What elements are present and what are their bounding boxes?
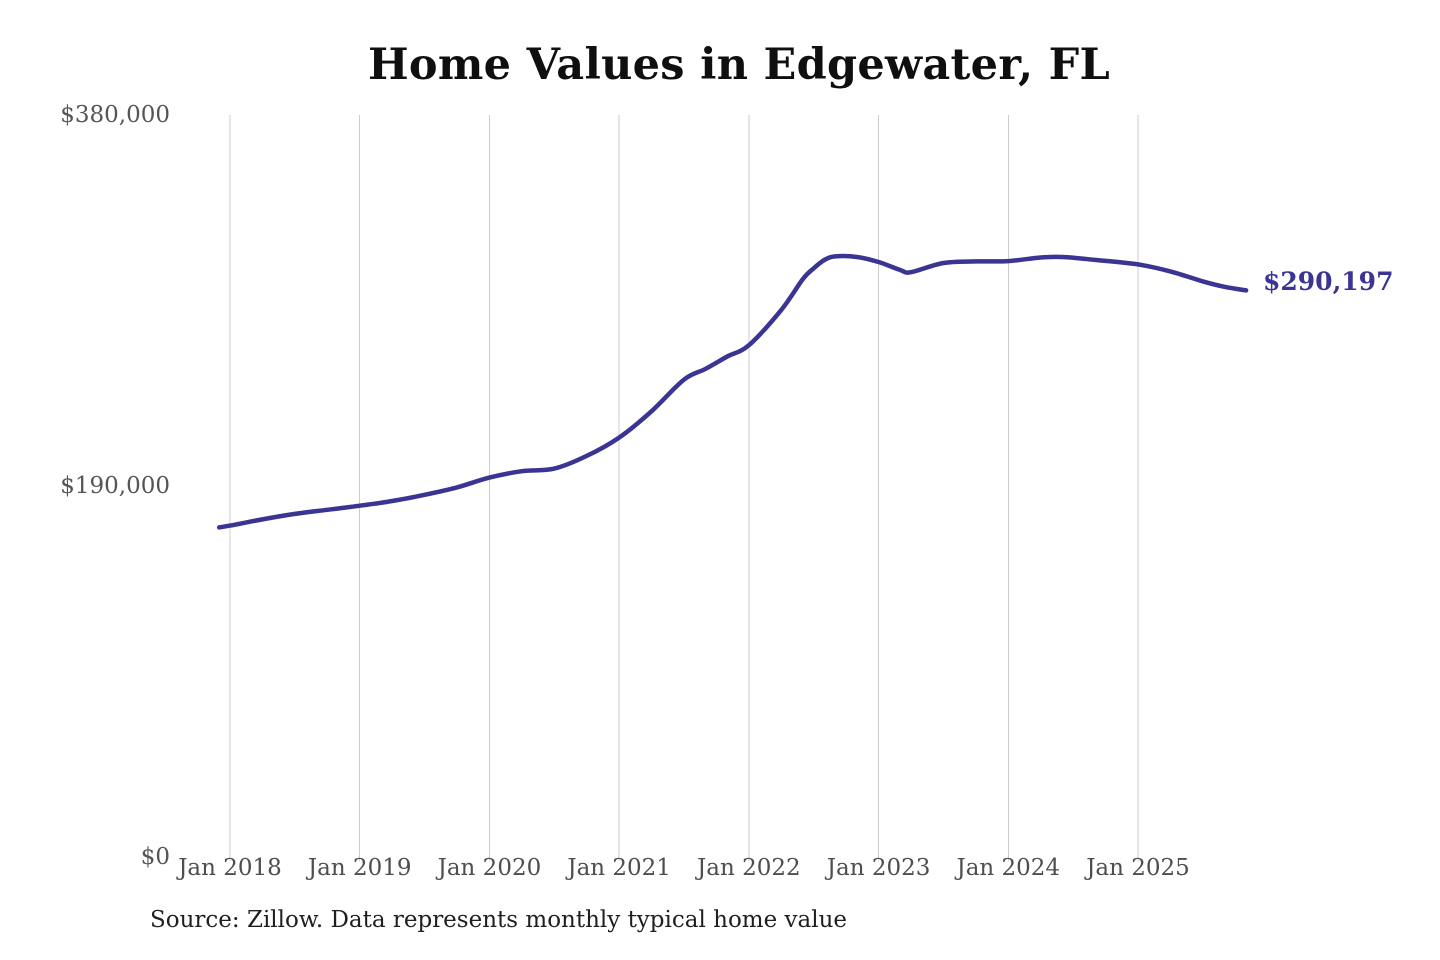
x-tick-label-jan-2020: Jan 2020 bbox=[437, 855, 542, 881]
gridlines bbox=[229, 115, 1139, 861]
x-tick-label-jan-2018: Jan 2018 bbox=[178, 855, 282, 881]
y-tick-label-380000: $380,000 bbox=[60, 102, 170, 128]
x-tick-label-jan-2021: Jan 2021 bbox=[567, 855, 671, 881]
x-tick-label-jan-2019: Jan 2019 bbox=[307, 855, 412, 881]
x-tick-label-jan-2024: Jan 2024 bbox=[956, 855, 1061, 881]
latest-value-label: $290,197 bbox=[1263, 267, 1394, 296]
source-note: Source: Zillow. Data represents monthly … bbox=[150, 907, 848, 933]
x-tick-label-jan-2023: Jan 2023 bbox=[826, 855, 931, 881]
y-tick-label-190000: $190,000 bbox=[60, 473, 170, 499]
x-tick-label-jan-2025: Jan 2025 bbox=[1086, 855, 1190, 881]
y-tick-label-0: $0 bbox=[140, 844, 170, 870]
chart-title: Home Values in Edgewater, FL bbox=[367, 40, 1111, 90]
home-value-line bbox=[216, 253, 1249, 530]
x-tick-label-jan-2022: Jan 2022 bbox=[697, 855, 801, 881]
